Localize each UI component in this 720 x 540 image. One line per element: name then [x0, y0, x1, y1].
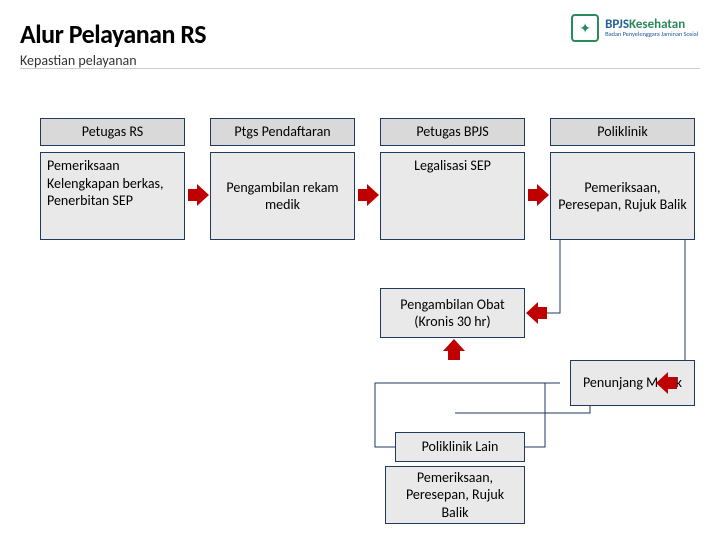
box-pengambilan-rekam: Pengambilan rekam medik: [210, 152, 355, 240]
connector-lines: [0, 0, 720, 540]
header-petugas-bpjs: Petugas BPJS: [380, 118, 525, 146]
arrow-right-3: [528, 184, 548, 206]
arrow-right-2: [358, 184, 378, 206]
arrow-left-obat: [526, 302, 548, 324]
box-legalisasi-sep: Legalisasi SEP: [380, 152, 525, 240]
logo-text: BPJSKesehatan Badan Penyelenggara Jamina…: [605, 18, 698, 38]
title-divider: [20, 68, 700, 69]
logo: BPJSKesehatan Badan Penyelenggara Jamina…: [571, 14, 698, 42]
page-subtitle: Kepastian pelayanan: [20, 52, 206, 69]
header-ptgs-pendaftaran: Ptgs Pendaftaran: [210, 118, 355, 146]
arrow-right-1: [188, 184, 208, 206]
arrow-left-penunjang: [656, 372, 678, 394]
bpjs-logo-icon: [571, 14, 599, 42]
box-pengambilan-obat: Pengambilan Obat (Kronis 30 hr): [380, 288, 525, 338]
box-rujuk-balik: Pemeriksaan, Peresepan, Rujuk Balik: [385, 466, 525, 524]
title-area: Alur Pelayanan RS Kepastian pelayanan: [20, 18, 206, 69]
arrow-up-obat: [443, 339, 465, 361]
box-poliklinik-lain: Poliklinik Lain: [395, 432, 525, 462]
page-title: Alur Pelayanan RS: [20, 18, 206, 50]
box-pemeriksaan-poliklinik: Pemeriksaan, Peresepan, Rujuk Balik: [550, 152, 695, 240]
header-poliklinik: Poliklinik: [550, 118, 695, 146]
logo-tagline: Badan Penyelenggara Jaminan Sosial: [605, 31, 698, 38]
box-pemeriksaan-kelengkapan: Pemeriksaan Kelengkapan berkas, Penerbit…: [40, 152, 185, 240]
header-petugas-rs: Petugas RS: [40, 118, 185, 146]
